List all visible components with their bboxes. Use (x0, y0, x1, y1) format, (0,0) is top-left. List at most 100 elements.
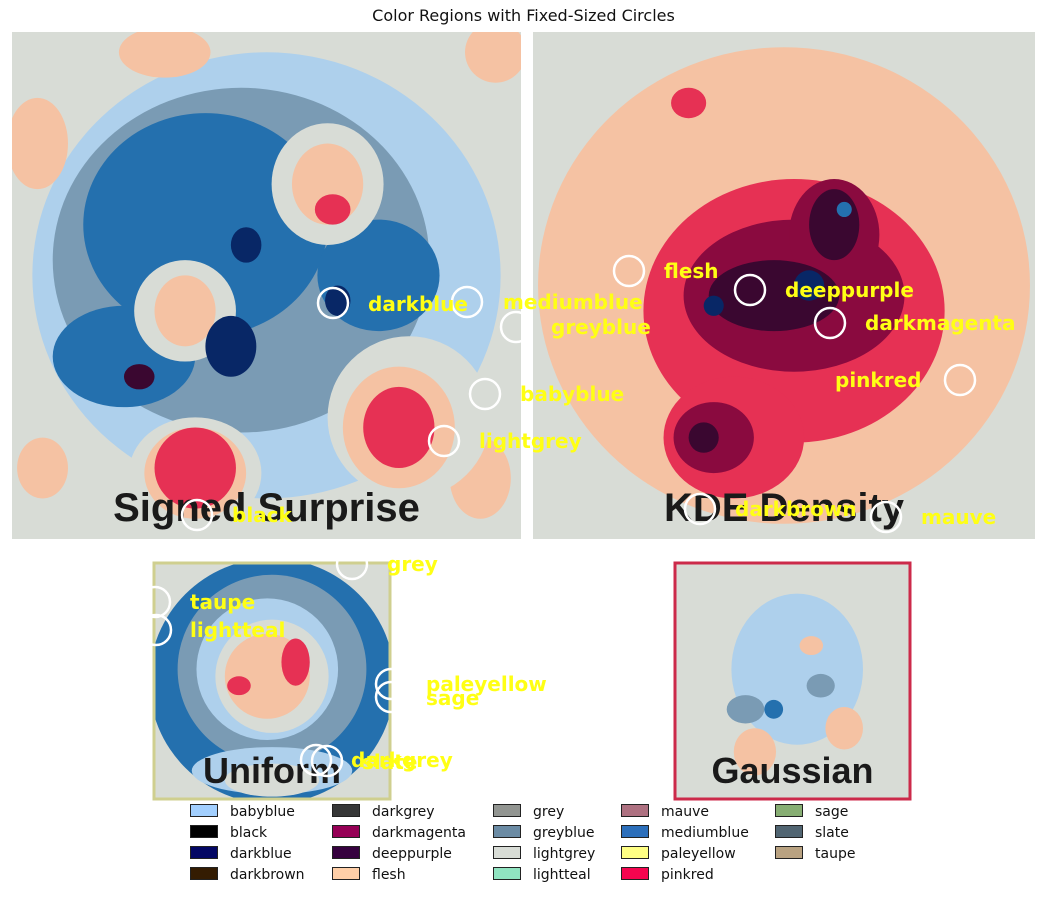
callout-circle-deeppurple (733, 273, 767, 307)
callout-circle-grey (335, 547, 369, 581)
region-lightgrey (964, 32, 1035, 154)
legend-label: darkgrey (372, 804, 435, 820)
callout-label-paleyellow: paleyellow (426, 672, 547, 696)
legend-item-darkbrown: darkbrown (190, 867, 305, 887)
legend-item-deeppurple: deeppurple (332, 846, 452, 866)
callout-label-deeppurple: deeppurple (785, 278, 914, 302)
region-pinkred (281, 638, 310, 686)
legend-label: black (230, 825, 268, 841)
legend-label: greyblue (533, 825, 595, 841)
legend-item-sage: sage (775, 804, 848, 824)
callout-label-darkgrey: darkgrey (351, 748, 453, 772)
callout-label-sage: sage (426, 686, 479, 710)
callout-label-darkblue: darkblue (368, 292, 468, 316)
legend-label: deeppurple (372, 846, 452, 862)
legend-swatch (493, 846, 521, 859)
legend-swatch (621, 804, 649, 817)
region-lightgrey (224, 763, 320, 797)
region-flesh (17, 437, 68, 499)
callout-circle-taupe (138, 585, 172, 619)
callout-circle-darkgrey (299, 743, 333, 777)
legend-swatch (621, 825, 649, 838)
region-darkblue (794, 270, 825, 301)
legend-item-babyblue: babyblue (190, 804, 295, 824)
callout-circle-darkmagenta (813, 306, 847, 340)
callout-circle-pinkred (943, 363, 977, 397)
region-pinkred (671, 87, 707, 119)
region-babyblue (731, 593, 863, 745)
legend-swatch (621, 867, 649, 880)
callout-label-grey: grey (387, 552, 438, 576)
legend-item-lightgrey: lightgrey (493, 846, 595, 866)
legend-label: darkbrown (230, 867, 305, 883)
legend-item-darkgrey: darkgrey (332, 804, 435, 824)
callout-label-greyblue: greyblue (551, 315, 651, 339)
callout-circle-mediumblue (450, 285, 484, 319)
callout-label-slate: slate (362, 750, 417, 774)
legend-item-darkmagenta: darkmagenta (332, 825, 466, 845)
region-pinkred (227, 676, 251, 696)
legend-item-grey: grey (493, 804, 564, 824)
region-pinkred (154, 427, 236, 509)
legend-swatch (332, 867, 360, 880)
legend-swatch (190, 825, 218, 838)
legend-swatch (190, 867, 218, 880)
legend-label: darkmagenta (372, 825, 466, 841)
panel-uniform: Uniform (152, 561, 392, 801)
chart-title: Color Regions with Fixed-Sized Circles (372, 6, 675, 25)
legend-label: lightgrey (533, 846, 596, 862)
legend: babyblue black darkblue darkbrown darkgrey da… (190, 804, 890, 894)
legend-label: slate (815, 825, 849, 841)
callout-label-lightgrey: lightgrey (479, 429, 582, 453)
panel-border (673, 561, 912, 801)
legend-label: babyblue (230, 804, 295, 820)
region-flesh (825, 706, 863, 750)
region-flesh (733, 728, 777, 776)
region-flesh (118, 32, 211, 78)
panel-gaussian: Gaussian (673, 561, 912, 801)
callout-label-darkbrown: darkbrown (735, 497, 857, 521)
callout-label-taupe: taupe (190, 590, 255, 614)
callout-label-lightteal: lightteal (190, 618, 285, 642)
region-darkblue (703, 295, 724, 316)
legend-item-paleyellow: paleyellow (621, 846, 736, 866)
panels-layer: Signed Surprise KDE Density Uniform Gaussia… (12, 32, 1035, 801)
region-pinkred (314, 194, 351, 225)
legend-swatch (621, 846, 649, 859)
legend-item-lightteal: lightteal (493, 867, 591, 887)
legend-label: paleyellow (661, 846, 736, 862)
legend-item-pinkred: pinkred (621, 867, 714, 887)
panel-image (154, 563, 390, 799)
region-pinkred (363, 386, 435, 469)
region-darkblue (205, 315, 257, 377)
panel-image (533, 32, 1035, 539)
legend-label: flesh (372, 867, 406, 883)
callout-circle-slate (310, 744, 344, 778)
legend-label: pinkred (661, 867, 714, 883)
panel-kde-density: KDE Density (533, 32, 1035, 539)
panel-label: Uniform (203, 750, 341, 791)
legend-item-slate: slate (775, 825, 849, 845)
legend-item-mediumblue: mediumblue (621, 825, 749, 845)
region-flesh (12, 97, 68, 190)
panel-label: Signed Surprise (113, 486, 420, 530)
callout-label-flesh: flesh (664, 259, 719, 283)
legend-swatch (332, 825, 360, 838)
legend-swatch (775, 825, 803, 838)
callout-circle-babyblue (468, 377, 502, 411)
callout-circle-paleyellow (374, 667, 408, 701)
region-deeppurple (123, 364, 155, 390)
legend-item-flesh: flesh (332, 867, 406, 887)
legend-item-mauve: mauve (621, 804, 709, 824)
legend-swatch (332, 804, 360, 817)
legend-label: taupe (815, 846, 856, 862)
legend-swatch (775, 846, 803, 859)
callout-label-pinkred: pinkred (835, 368, 921, 392)
callout-circle-darkblue (316, 286, 350, 320)
legend-swatch (190, 804, 218, 817)
legend-label: lightteal (533, 867, 591, 883)
callout-label-mediumblue: mediumblue (503, 290, 643, 314)
region-flesh (154, 275, 216, 347)
